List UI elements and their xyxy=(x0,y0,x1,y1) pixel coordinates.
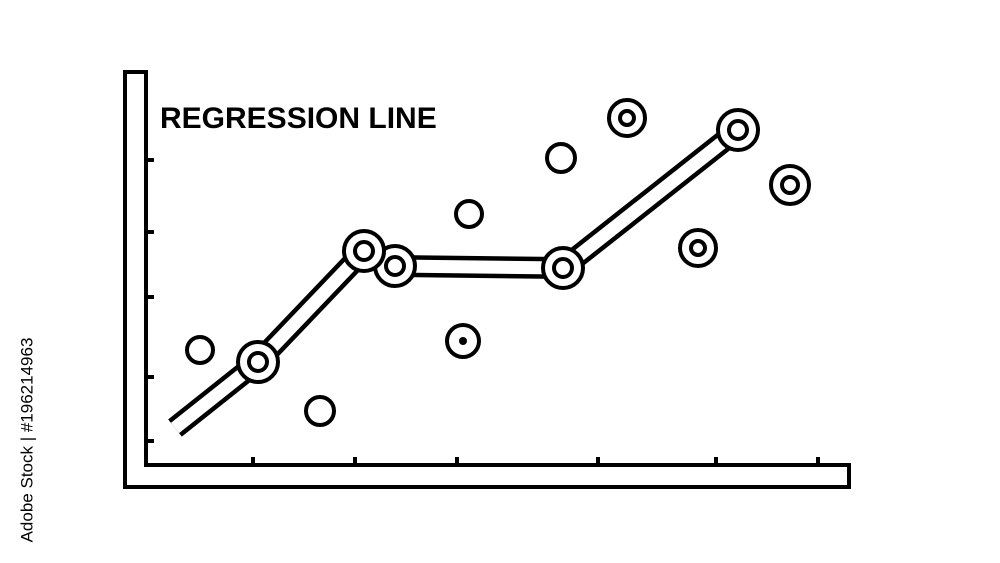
node-inner xyxy=(384,255,406,277)
point-dot xyxy=(459,337,467,345)
chart-title: REGRESSION LINE xyxy=(160,102,437,135)
node-inner xyxy=(353,240,375,262)
point-inner xyxy=(780,175,800,195)
credit: Adobe Stock | #196214963 xyxy=(17,338,36,543)
axes xyxy=(123,70,851,489)
point-inner xyxy=(618,109,636,127)
point-inner xyxy=(689,239,707,257)
scatter-points xyxy=(185,98,811,427)
node-inner xyxy=(727,119,749,141)
axis-frame xyxy=(123,70,851,489)
node-inner xyxy=(247,351,269,373)
y-ticks xyxy=(146,158,154,443)
node-inner xyxy=(552,257,574,279)
x-ticks xyxy=(251,457,820,465)
point xyxy=(545,142,577,174)
point xyxy=(304,395,336,427)
line-points xyxy=(236,108,760,384)
point xyxy=(185,335,215,365)
point xyxy=(454,199,484,229)
